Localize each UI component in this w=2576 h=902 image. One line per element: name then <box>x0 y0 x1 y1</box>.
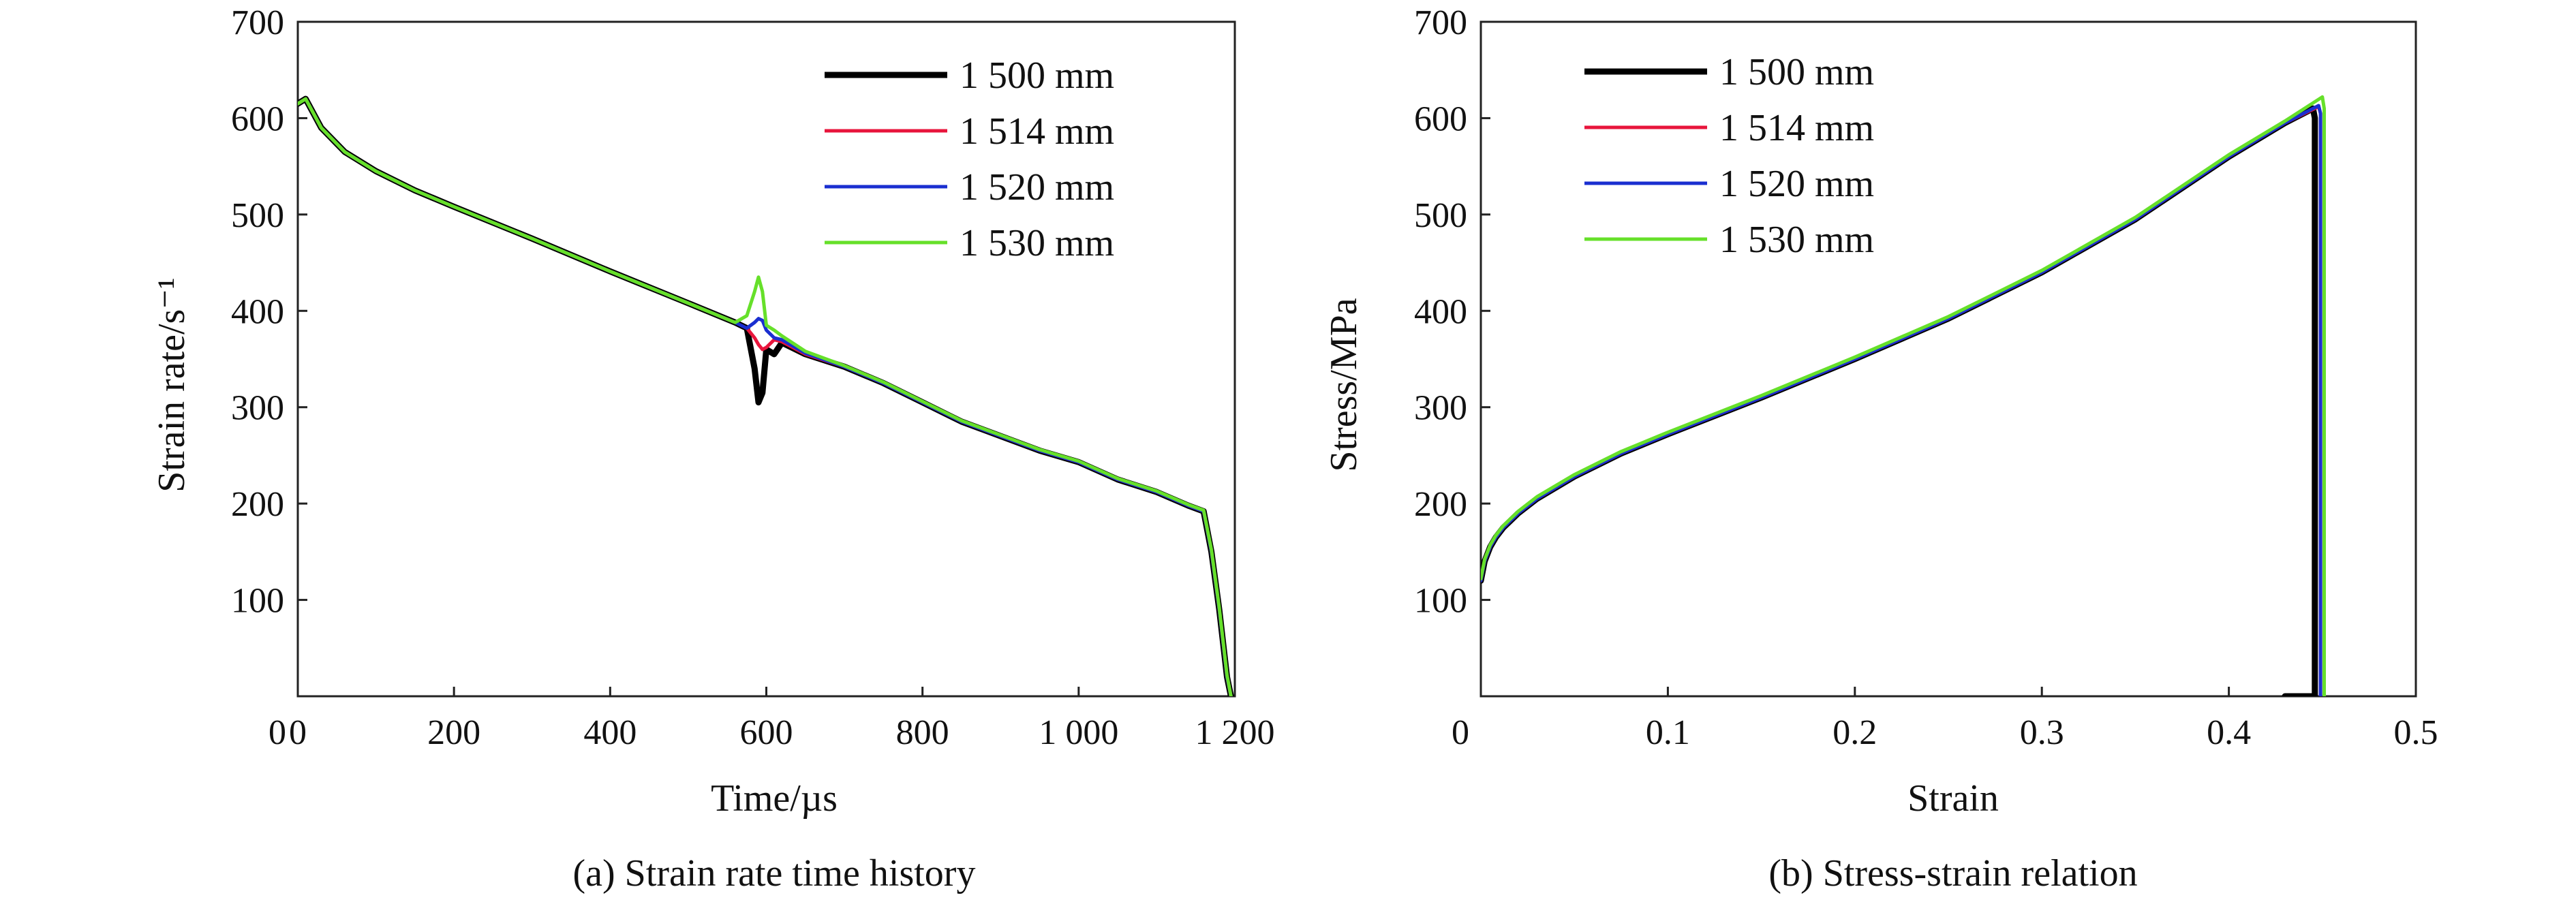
y-tick-label: 400 <box>1414 292 1467 331</box>
series-line <box>1481 104 2322 696</box>
x-tick-label: 0 <box>289 713 307 752</box>
caption-b: (b) Stress-strain relation <box>1768 852 2137 895</box>
panel-strain-rate: Strain rate/s⁻¹ Time/µs (a) Strain rate … <box>151 3 1275 895</box>
legend-label: 1 530 mm <box>1719 219 1874 261</box>
plot-frame <box>1479 20 2417 698</box>
legend-label: 1 520 mm <box>960 166 1114 208</box>
x-tick-label: 0.3 <box>2020 713 2064 752</box>
y-tick-label: 200 <box>231 485 284 524</box>
xlabel-strain: Strain <box>1907 777 1999 820</box>
xlabel-time: Time/µs <box>711 777 838 820</box>
x-tick-label: 0.2 <box>1833 713 1877 752</box>
legend-label: 1 514 mm <box>960 110 1114 153</box>
legend-label: 1 500 mm <box>960 55 1114 97</box>
y-tick-label: 200 <box>1414 485 1467 524</box>
x-tick-label: 0.5 <box>2394 713 2438 752</box>
origin-label: 0 <box>1452 713 1469 752</box>
y-tick-label: 100 <box>1414 582 1467 621</box>
x-tick-label: 0.1 <box>1646 713 1690 752</box>
series-line <box>1481 95 2326 696</box>
x-tick-label: 600 <box>740 713 793 752</box>
y-tick-label: 700 <box>231 3 284 42</box>
x-tick-label: 0.4 <box>2207 713 2251 752</box>
y-tick-label: 600 <box>231 99 284 138</box>
series-line <box>1481 105 2322 696</box>
x-tick-label: 1 200 <box>1195 713 1275 752</box>
legend-label: 1 520 mm <box>1719 163 1874 205</box>
series-line <box>1481 105 2318 696</box>
legend-label: 1 530 mm <box>960 222 1114 264</box>
x-tick-label: 200 <box>427 713 480 752</box>
x-tick-label: 1 000 <box>1039 713 1118 752</box>
y-tick-label: 300 <box>1414 389 1467 428</box>
origin-label: 0 <box>269 713 286 752</box>
caption-a: (a) Strain rate time history <box>573 852 976 895</box>
series-line <box>298 97 1233 696</box>
y-tick-label: 400 <box>231 292 284 331</box>
x-tick-label: 400 <box>583 713 637 752</box>
x-tick-label: 800 <box>896 713 949 752</box>
legend-label: 1 500 mm <box>1719 51 1874 93</box>
y-tick-label: 500 <box>231 196 284 235</box>
y-tick-label: 100 <box>231 582 284 621</box>
legend-label: 1 514 mm <box>1719 107 1874 149</box>
y-tick-label: 700 <box>1414 3 1467 42</box>
y-tick-label: 300 <box>231 389 284 428</box>
panel-stress-strain: Stress/MPa Strain (b) Stress-strain rela… <box>1323 3 2438 895</box>
y-tick-label: 600 <box>1414 99 1467 138</box>
ylabel-stress: Stress/MPa <box>1323 298 1365 471</box>
y-tick-label: 500 <box>1414 196 1467 235</box>
ylabel-strain-rate: Strain rate/s⁻¹ <box>151 277 193 492</box>
